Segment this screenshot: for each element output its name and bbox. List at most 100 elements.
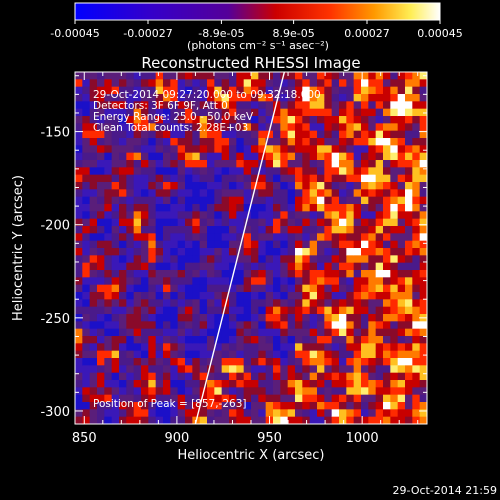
heatmap-cell [287, 409, 296, 418]
heatmap-cell [214, 380, 223, 388]
heatmap-cell [126, 248, 135, 256]
heatmap-cell [185, 248, 193, 256]
heatmap-cell [163, 248, 171, 256]
heatmap-cell [119, 394, 127, 403]
heatmap-cell [346, 380, 355, 388]
heatmap-cell [368, 79, 377, 88]
heatmap-cell [287, 387, 296, 396]
heatmap-cell [353, 402, 362, 410]
heatmap-cell [141, 204, 149, 212]
heatmap-cell [89, 314, 98, 322]
heatmap-cell [126, 372, 135, 381]
heatmap-cell [185, 284, 193, 293]
heatmap-cell [82, 372, 91, 381]
heatmap-cell [273, 365, 281, 374]
heatmap-cell [82, 262, 91, 271]
heatmap-cell [353, 380, 362, 388]
heatmap-cell [405, 248, 413, 256]
heatmap-cell [287, 108, 296, 117]
heatmap-cell [177, 314, 186, 322]
heatmap-cell [405, 365, 413, 374]
heatmap-cell [229, 306, 237, 315]
heatmap-cell [214, 152, 223, 161]
heatmap-cell [412, 350, 421, 359]
heatmap-cell [353, 314, 362, 322]
heatmap-cell [126, 240, 135, 249]
heatmap-cell [97, 240, 105, 249]
colorbar-units: (photons cm⁻² s⁻¹ asec⁻²) [187, 39, 329, 52]
heatmap-cell [397, 343, 406, 352]
heatmap-cell [324, 358, 333, 366]
heatmap-cell [185, 350, 193, 359]
heatmap-cell [133, 174, 142, 183]
heatmap-cell [265, 248, 274, 256]
heatmap-cell [397, 314, 406, 322]
heatmap-cell [170, 152, 179, 161]
heatmap-cell [148, 321, 157, 330]
heatmap-cell [155, 226, 164, 234]
heatmap-cell [346, 138, 355, 146]
heatmap-cell [419, 270, 427, 278]
heatmap-cell [419, 372, 427, 381]
heatmap-cell [229, 394, 237, 403]
heatmap-cell [295, 248, 303, 256]
heatmap-cell [229, 299, 237, 308]
heatmap-cell [185, 358, 193, 366]
heatmap-cell [309, 314, 318, 322]
heatmap-cell [82, 138, 91, 146]
heatmap-cell [155, 314, 164, 322]
heatmap-cell [265, 189, 274, 198]
heatmap-cell [141, 138, 149, 146]
heatmap-cell [89, 196, 98, 205]
heatmap-cell [368, 358, 377, 366]
heatmap-cell [361, 86, 369, 95]
heatmap-cell [148, 160, 157, 168]
heatmap-cell [229, 189, 237, 198]
heatmap-cell [258, 138, 267, 146]
heatmap-cell [97, 380, 105, 388]
heatmap-cell [375, 292, 384, 300]
heatmap-cell [199, 336, 208, 344]
heatmap-cell [273, 336, 281, 344]
heatmap-cell [236, 196, 245, 205]
heatmap-cell [265, 350, 274, 359]
heatmap-cell [126, 387, 135, 396]
heatmap-cell [265, 86, 274, 95]
heatmap-cell [141, 145, 149, 154]
heatmap-cell [82, 387, 91, 396]
heatmap-cell [207, 314, 215, 322]
heatmap-cell [148, 226, 157, 234]
heatmap-cell [148, 79, 157, 88]
heatmap-cell [75, 248, 83, 256]
heatmap-cell [229, 86, 237, 95]
heatmap-cell [192, 101, 201, 110]
heatmap-cell [199, 409, 208, 418]
heatmap-cell [302, 108, 311, 117]
heatmap-cell [331, 108, 340, 117]
heatmap-cell [390, 86, 399, 95]
heatmap-cell [214, 189, 223, 198]
heatmap-cell [302, 343, 311, 352]
heatmap-cell [390, 336, 399, 344]
heatmap-cell [111, 174, 120, 183]
heatmap-cell [236, 72, 245, 80]
heatmap-cell [177, 86, 186, 95]
heatmap-cell [192, 292, 201, 300]
heatmap-cell [390, 101, 399, 110]
heatmap-cell [353, 138, 362, 146]
heatmap-cell [273, 299, 281, 308]
heatmap-cell [353, 226, 362, 234]
heatmap-cell [397, 416, 406, 424]
heatmap-cell [368, 343, 377, 352]
heatmap-cell [353, 94, 362, 102]
heatmap-cell [324, 350, 333, 359]
heatmap-cell [419, 365, 427, 374]
heatmap-cell [236, 116, 245, 124]
heatmap-cell [199, 255, 208, 264]
heatmap-cell [346, 350, 355, 359]
heatmap-cell [177, 189, 186, 198]
heatmap-cell [295, 233, 303, 242]
heatmap-cell [405, 350, 413, 359]
heatmap-cell [317, 321, 325, 330]
heatmap-cell [229, 101, 237, 110]
